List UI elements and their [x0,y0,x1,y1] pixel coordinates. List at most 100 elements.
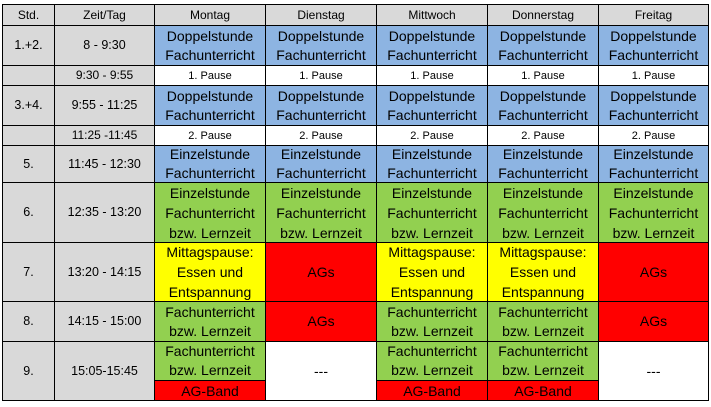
lesson-text: Fachunterricht [387,204,477,221]
header-std-label: Std. [17,8,40,22]
pause-cell: 1. Pause [266,66,377,86]
lesson-text: Fachunterricht [276,46,366,63]
lesson-text: Mittagspause: [499,244,587,260]
lesson-text: AGs [639,313,668,329]
lesson-cell: Doppelstunde Fachunterricht [377,26,488,66]
lesson-text: bzw. Lernzeit [502,322,584,339]
period-number [2,126,55,146]
header-zeit-label: Zeit/Tag [83,8,126,22]
ag-band-label: AG-Band [181,382,239,399]
lesson-cell: Doppelstunde Fachunterricht [599,86,709,126]
lesson-text: bzw. Lernzeit [169,224,251,241]
pause-cell: 1. Pause [155,66,266,86]
period-number-label: 8. [23,314,34,328]
lesson-text: bzw. Lernzeit [391,362,473,378]
lesson-text: Fachunterricht [165,343,255,359]
lesson-text: Fachunterricht [165,165,255,181]
lesson-cell: Fachunterricht bzw. Lernzeit [155,302,266,342]
pause-text: 1. Pause [299,69,343,82]
lesson-text: Entspannung [168,284,252,300]
period-time: 12:35 - 13:20 [55,183,155,243]
pause-cell: 2. Pause [377,126,488,146]
lesson-cell: Doppelstunde Fachunterricht [377,86,488,126]
lesson-cell: Fachunterricht bzw. Lernzeit [488,342,599,381]
header-day-label: Montag [189,8,231,22]
lesson-text: Doppelstunde [166,87,254,104]
lesson-text: Entspannung [390,284,474,300]
lesson-text: Essen und [509,264,577,280]
lesson-text: bzw. Lernzeit [169,322,251,339]
lesson-cell: Einzelstunde Fachunterricht [377,146,488,183]
pause-text: 1. Pause [188,69,232,82]
header-day: Donnerstag [488,4,599,26]
lesson-text: Einzelstunde [391,184,473,201]
period-number: 1.+2. [2,26,55,66]
lesson-text: Doppelstunde [610,27,697,44]
period-time-label: 9:30 - 9:55 [75,68,134,82]
lesson-cell: Mittagspause: Essen und Entspannung [377,243,488,302]
lesson-text: Einzelstunde [502,146,584,162]
lesson-text: Fachunterricht [608,46,699,63]
lesson-text: Mittagspause: [388,244,476,260]
lesson-text: bzw. Lernzeit [391,224,473,241]
lesson-text: Doppelstunde [277,87,365,104]
header-day: Mittwoch [377,4,488,26]
lesson-cell: Einzelstunde Fachunterricht [155,146,266,183]
pause-text: 2. Pause [299,129,343,142]
pause-text: 2. Pause [631,129,676,142]
period-number-label: 5. [23,156,34,171]
header-day: Dienstag [266,4,377,26]
lesson-text: Einzelstunde [391,146,473,162]
lesson-text: Fachunterricht [387,106,477,123]
lesson-cell: Einzelstunde Fachunterricht [266,146,377,183]
lesson-text: Fachunterricht [498,106,588,123]
lesson-text: bzw. Lernzeit [280,224,362,241]
lesson-text: Fachunterricht [387,165,477,181]
lesson-text: Fachunterricht [498,204,588,221]
ag-band-label: AG-Band [403,382,461,399]
lesson-cell: Doppelstunde Fachunterricht [488,26,599,66]
pause-cell: 2. Pause [599,126,709,146]
lesson-text: Einzelstunde [169,184,251,201]
lesson-text: Doppelstunde [499,87,587,104]
lesson-cell: AGs [599,243,709,302]
pause-text: 1. Pause [521,69,565,82]
lesson-text: Doppelstunde [610,87,697,104]
period-time: 11:25 -11:45 [55,126,155,146]
lesson-text: bzw. Lernzeit [612,224,695,241]
lesson-cell: Doppelstunde Fachunterricht [266,26,377,66]
lesson-cell: Fachunterricht bzw. Lernzeit [488,302,599,342]
lesson-cell: AGs [266,302,377,342]
lesson-text: Fachunterricht [276,165,366,181]
lesson-text: AGs [307,263,335,280]
period-number: 5. [2,146,55,183]
pause-text: 1. Pause [631,69,676,82]
pause-cell: 2. Pause [155,126,266,146]
period-time: 9:30 - 9:55 [55,66,155,86]
lesson-text: Fachunterricht [276,204,366,221]
lesson-text: Fachunterricht [387,303,477,320]
period-number-label: 3.+4. [14,98,43,112]
lesson-text: Doppelstunde [499,27,587,44]
pause-text: 2. Pause [188,129,232,142]
lesson-cell: Mittagspause: Essen und Entspannung [155,243,266,302]
period-time-label: 15:05-15:45 [71,363,138,378]
lesson-cell: Doppelstunde Fachunterricht [155,26,266,66]
lesson-text: Einzelstunde [280,184,362,201]
lesson-text: Einzelstunde [280,146,362,162]
period-time-label: 13:20 - 14:15 [67,264,142,279]
lesson-cell: Einzelstunde Fachunterricht bzw. Lernzeit [266,183,377,243]
pause-cell: 1. Pause [599,66,709,86]
lesson-cell: Fachunterricht bzw. Lernzeit [377,302,488,342]
lesson-text: Einzelstunde [613,146,694,162]
lesson-text: Fachunterricht [387,46,477,63]
period-number-label: 1.+2. [14,38,43,52]
lesson-cell: Einzelstunde Fachunterricht bzw. Lernzeit [155,183,266,243]
lesson-text: Fachunterricht [608,204,699,221]
period-time: 13:20 - 14:15 [55,243,155,302]
lesson-text: Doppelstunde [388,87,476,104]
period-time-label: 12:35 - 13:20 [67,205,142,219]
lesson-text: Fachunterricht [498,46,588,63]
lesson-text: Fachunterricht [387,343,477,359]
pause-cell: 1. Pause [488,66,599,86]
